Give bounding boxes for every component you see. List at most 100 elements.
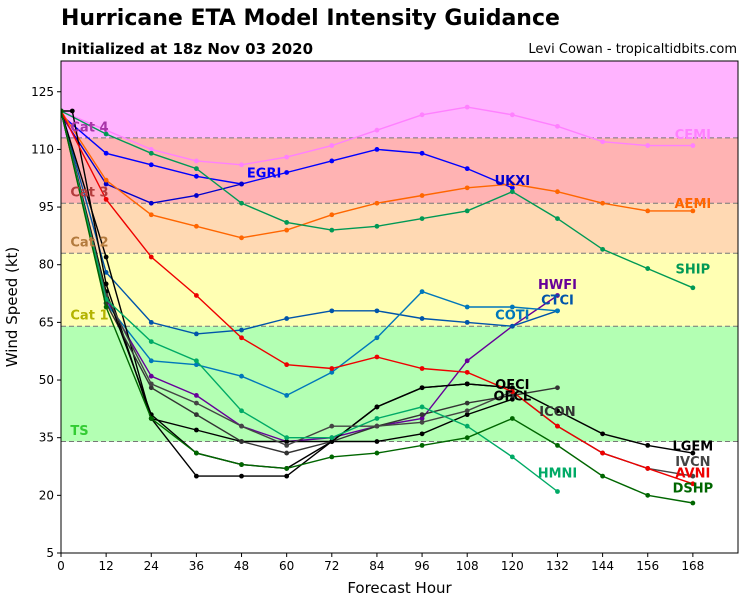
data-point-ivcn: [148, 381, 154, 387]
data-point-dshp: [61, 108, 64, 114]
data-point-ship: [600, 246, 605, 252]
series-label-cemi: CEMI: [675, 128, 711, 143]
data-point-hwfi: [148, 373, 154, 379]
data-point-dshp: [464, 435, 470, 441]
data-point-ivcn: [419, 419, 425, 425]
data-point-dshp: [509, 416, 515, 421]
series-label-aemi: AEMI: [675, 197, 712, 212]
y-tick-label: 50: [39, 373, 54, 387]
x-tick-label: 48: [234, 559, 249, 573]
data-point-aemi: [329, 212, 335, 218]
series-label-egri: EGRI: [247, 166, 281, 181]
series-label-ofci: OFCI: [495, 378, 529, 393]
data-point-aemi: [419, 193, 425, 198]
series-label-coti: COTI: [495, 309, 529, 324]
data-point-ctci: [419, 316, 425, 321]
data-point-lgem: [555, 408, 560, 414]
data-point-ship: [419, 216, 425, 221]
data-point-ofcl: [284, 473, 290, 479]
data-point-dshp: [284, 466, 290, 471]
data-point-avni: [645, 466, 651, 471]
data-point-aemi: [103, 177, 109, 183]
data-point-coti: [284, 393, 290, 398]
category-bands: [61, 61, 738, 443]
x-tick-label: 168: [681, 559, 704, 573]
band-cat-2: [61, 203, 738, 254]
data-point-dshp: [103, 304, 109, 310]
data-point-hwfi: [194, 393, 199, 398]
data-point-ofci: [103, 254, 109, 260]
y-tick-label: 80: [39, 258, 54, 272]
band-label-cat-1: Cat 1: [70, 309, 108, 324]
data-point-egri: [329, 158, 335, 164]
x-tick-label: 96: [414, 559, 429, 573]
data-point-ship: [329, 227, 335, 233]
data-point-aemi: [194, 223, 199, 229]
data-point-ivcn: [239, 423, 244, 429]
data-point-cemi: [103, 127, 109, 133]
data-point-hmni: [509, 454, 515, 460]
data-point-cemi: [645, 143, 651, 148]
data-point-ukxi: [148, 200, 154, 206]
data-point-lgem: [645, 442, 651, 448]
series-label-ivcn: IVCN: [675, 455, 710, 470]
data-point-ukxi: [239, 181, 244, 187]
data-point-avni: [555, 423, 560, 429]
data-point-lgem: [690, 450, 696, 456]
data-point-ivcn: [690, 473, 696, 479]
data-point-lgem: [419, 385, 425, 391]
data-point-icon: [464, 400, 470, 406]
data-point-cemi: [329, 143, 335, 148]
series-label-ctci: CTCI: [541, 293, 574, 308]
data-point-avni: [374, 354, 380, 360]
y-axis-label: Wind Speed (kt): [3, 247, 21, 368]
data-point-cemi: [419, 112, 425, 118]
series-line-coti: [61, 110, 558, 397]
data-point-ukxi: [103, 181, 109, 187]
data-point-hwfi: [555, 293, 560, 298]
x-tick-label: 24: [144, 559, 159, 573]
data-point-ukxi: [194, 193, 199, 198]
y-tick-label: 65: [39, 315, 54, 329]
data-point-aemi: [690, 208, 696, 214]
y-tick-label: 95: [39, 200, 54, 214]
data-point-dshp: [374, 450, 380, 456]
data-point-hwfi: [419, 416, 425, 421]
x-tick-label: 156: [636, 559, 659, 573]
data-point-icon: [284, 450, 290, 456]
band-cat-3: [61, 137, 738, 204]
data-point-ctci: [148, 319, 154, 325]
data-point-icon: [239, 439, 244, 444]
data-point-ship: [509, 189, 515, 195]
band-label-cat-2: Cat 2: [70, 236, 108, 251]
data-point-aemi: [148, 212, 154, 218]
y-tick-label: 110: [31, 142, 54, 156]
data-point-coti: [148, 358, 154, 364]
data-point-coti: [555, 308, 560, 314]
data-point-ofci: [194, 427, 199, 433]
data-point-ship: [464, 208, 470, 214]
data-point-dshp: [329, 454, 335, 460]
data-point-cemi: [194, 158, 199, 164]
series-label-hwfi: HWFI: [538, 278, 577, 293]
data-point-icon: [555, 385, 560, 391]
data-point-hmni: [239, 408, 244, 414]
data-point-lgem: [509, 385, 515, 391]
data-point-avni: [103, 196, 109, 202]
data-point-aemi: [555, 189, 560, 195]
data-point-egri: [374, 147, 380, 152]
data-point-hmni: [284, 435, 290, 441]
series-label-avni: AVNI: [675, 466, 710, 481]
data-point-aemi: [239, 235, 244, 241]
data-point-dshp: [600, 473, 605, 479]
data-point-ctci: [284, 316, 290, 321]
data-point-egri: [284, 170, 290, 175]
data-point-ship: [690, 285, 696, 291]
data-point-ctci: [103, 270, 109, 275]
data-point-cemi: [509, 112, 515, 118]
series-lines: [61, 104, 696, 506]
data-point-egri: [148, 162, 154, 168]
data-point-ctci: [374, 308, 380, 314]
data-point-ship: [284, 220, 290, 225]
